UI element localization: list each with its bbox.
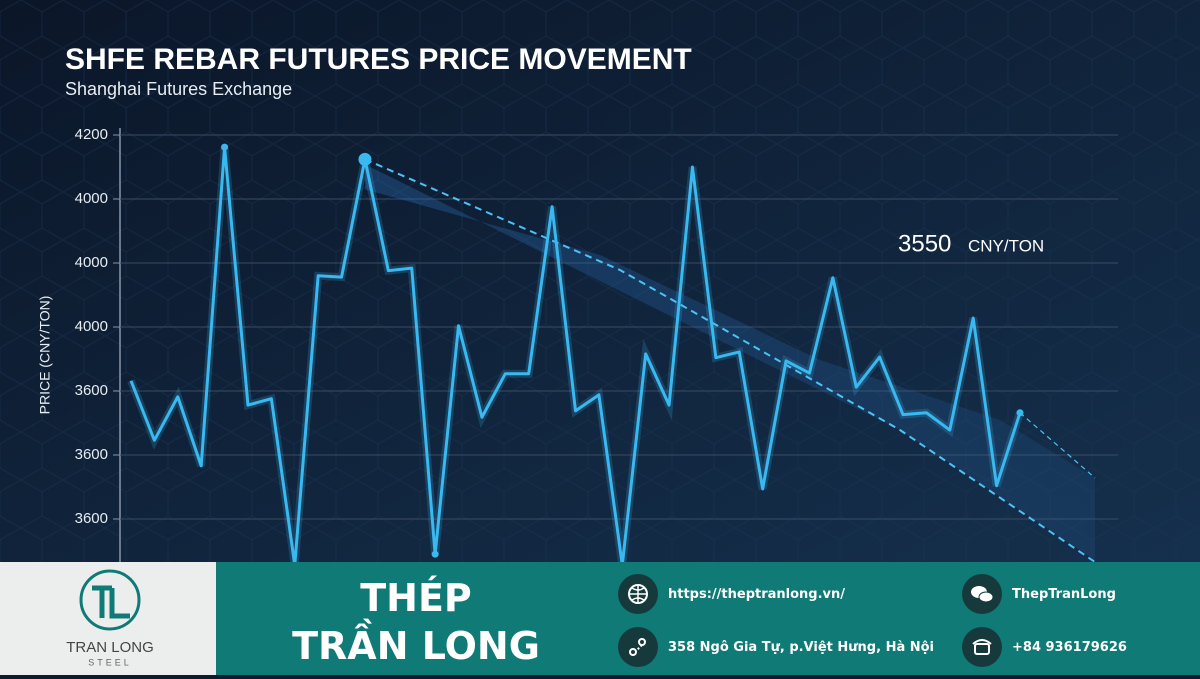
address-text: 358 Ngô Gia Tự, p.Việt Hưng, Hà Nội — [668, 639, 935, 655]
y-tick-label: 3600 — [75, 446, 108, 463]
y-tick-label: 3600 — [75, 382, 108, 399]
highlight-point — [358, 152, 372, 166]
y-axis-label: PRICE (CNY/TON) — [37, 296, 53, 415]
highlight-point — [221, 143, 229, 151]
y-tick-label: 4000 — [75, 254, 108, 271]
annotation-value: 3550 — [898, 230, 951, 257]
footer: TRAN LONG STEEL THÉP TRẦN LONG https://th… — [0, 562, 1200, 675]
logo: TRAN LONG STEEL — [0, 562, 216, 675]
phone[interactable]: +84 936179626 — [962, 627, 1127, 667]
logo-sub: STEEL — [88, 657, 132, 667]
address: 358 Ngô Gia Tự, p.Việt Hưng, Hà Nội — [618, 627, 934, 667]
social[interactable]: ThepTranLong — [962, 574, 1116, 614]
trend-extension — [1019, 412, 1096, 479]
website[interactable]: https://theptranlong.vn/ — [618, 574, 845, 614]
chart-title: SHFE REBAR FUTURES PRICE MOVEMENT — [65, 43, 692, 76]
highlight-point — [1016, 409, 1024, 417]
brand-line: TRẦN LONG — [292, 624, 540, 668]
annotation-unit: CNY/TON — [968, 236, 1044, 255]
trend-band — [364, 164, 1095, 560]
chart: SHFE REBAR FUTURES PRICE MOVEMENT Shangh… — [0, 0, 1200, 562]
y-tick-label: 4000 — [75, 318, 108, 335]
brand-line: THÉP — [360, 576, 472, 620]
phone-text[interactable]: +84 936179626 — [1012, 639, 1127, 655]
y-tick-label: 4200 — [75, 126, 108, 143]
contact-panel: THÉP TRẦN LONG https://theptranlong.vn/ 3… — [216, 562, 1200, 675]
y-tick-label: 4000 — [75, 190, 108, 207]
price-line — [129, 145, 1022, 562]
website-text[interactable]: https://theptranlong.vn/ — [668, 586, 846, 602]
social-text[interactable]: ThepTranLong — [1012, 586, 1116, 602]
brand: THÉP TRẦN LONG — [286, 574, 546, 670]
logo-name: TRAN LONG — [66, 639, 154, 656]
logo-mark: TRAN LONG STEEL — [66, 569, 154, 667]
y-tick-label: 3600 — [75, 510, 108, 527]
highlight-point — [431, 550, 439, 558]
chart-subtitle: Shanghai Futures Exchange — [65, 79, 292, 99]
